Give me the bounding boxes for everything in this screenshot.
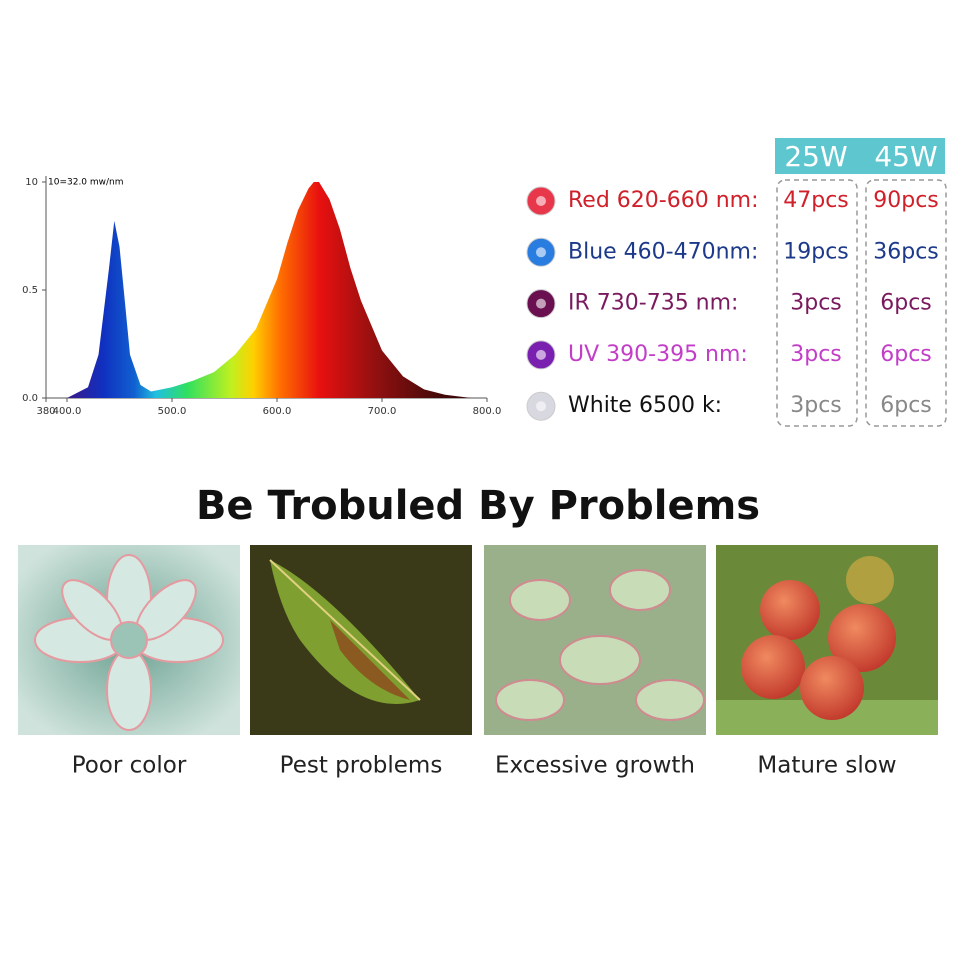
y-tick-label: 0.0 xyxy=(22,393,38,404)
x-tick-label: 700.0 xyxy=(368,406,397,417)
x-tick-label: 600.0 xyxy=(263,406,292,417)
count: 6pcs xyxy=(880,342,932,367)
x-tick-label: 800.0 xyxy=(473,406,502,417)
spectrum-area xyxy=(67,182,472,398)
photo xyxy=(484,545,706,735)
row-label: IR 730-735 nm: xyxy=(568,291,738,316)
count: 3pcs xyxy=(790,291,842,316)
led-icon-core xyxy=(536,247,546,258)
photo xyxy=(250,545,472,735)
led-icon-core xyxy=(536,401,546,412)
column-header: 45W xyxy=(874,140,937,173)
y-tick-label: 10 xyxy=(25,177,38,188)
led-icon-core xyxy=(536,196,546,206)
section-title: Be Trobuled By Problems xyxy=(196,483,760,529)
caption: Mature slow xyxy=(757,753,896,779)
header-bg xyxy=(775,138,945,174)
column-header: 25W xyxy=(784,140,847,173)
led-icon-core xyxy=(536,298,546,309)
photo xyxy=(716,545,938,735)
row-label: UV 390-395 nm: xyxy=(568,342,748,367)
y-tick-label: 0.5 xyxy=(22,285,38,296)
row-label: Red 620-660 nm: xyxy=(568,188,759,213)
count: 90pcs xyxy=(873,188,939,213)
photo xyxy=(18,545,240,735)
count: 36pcs xyxy=(873,239,939,264)
row-label: Blue 460-470nm: xyxy=(568,239,758,264)
count: 47pcs xyxy=(783,188,849,213)
count: 3pcs xyxy=(790,342,842,367)
x-tick-label: 380 xyxy=(36,406,55,417)
count: 6pcs xyxy=(880,291,932,316)
column-box xyxy=(776,179,858,427)
led-table: 25W 45W Red 620-660 nm: 47pcs 90pcs Blue 460-… xyxy=(526,138,947,427)
count: 19pcs xyxy=(783,239,849,264)
annotation: 10=32.0 mw/nm xyxy=(48,178,124,188)
x-tick-label: 500.0 xyxy=(158,406,187,417)
x-tick-label: 400.0 xyxy=(53,406,82,417)
caption: Excessive growth xyxy=(495,753,695,779)
count: 6pcs xyxy=(880,393,932,418)
count: 3pcs xyxy=(790,393,842,418)
column-box xyxy=(865,179,947,427)
caption: Poor color xyxy=(72,753,187,779)
row-label: White 6500 k: xyxy=(568,393,722,418)
led-icon-core xyxy=(536,349,546,360)
caption: Pest problems xyxy=(280,753,443,779)
